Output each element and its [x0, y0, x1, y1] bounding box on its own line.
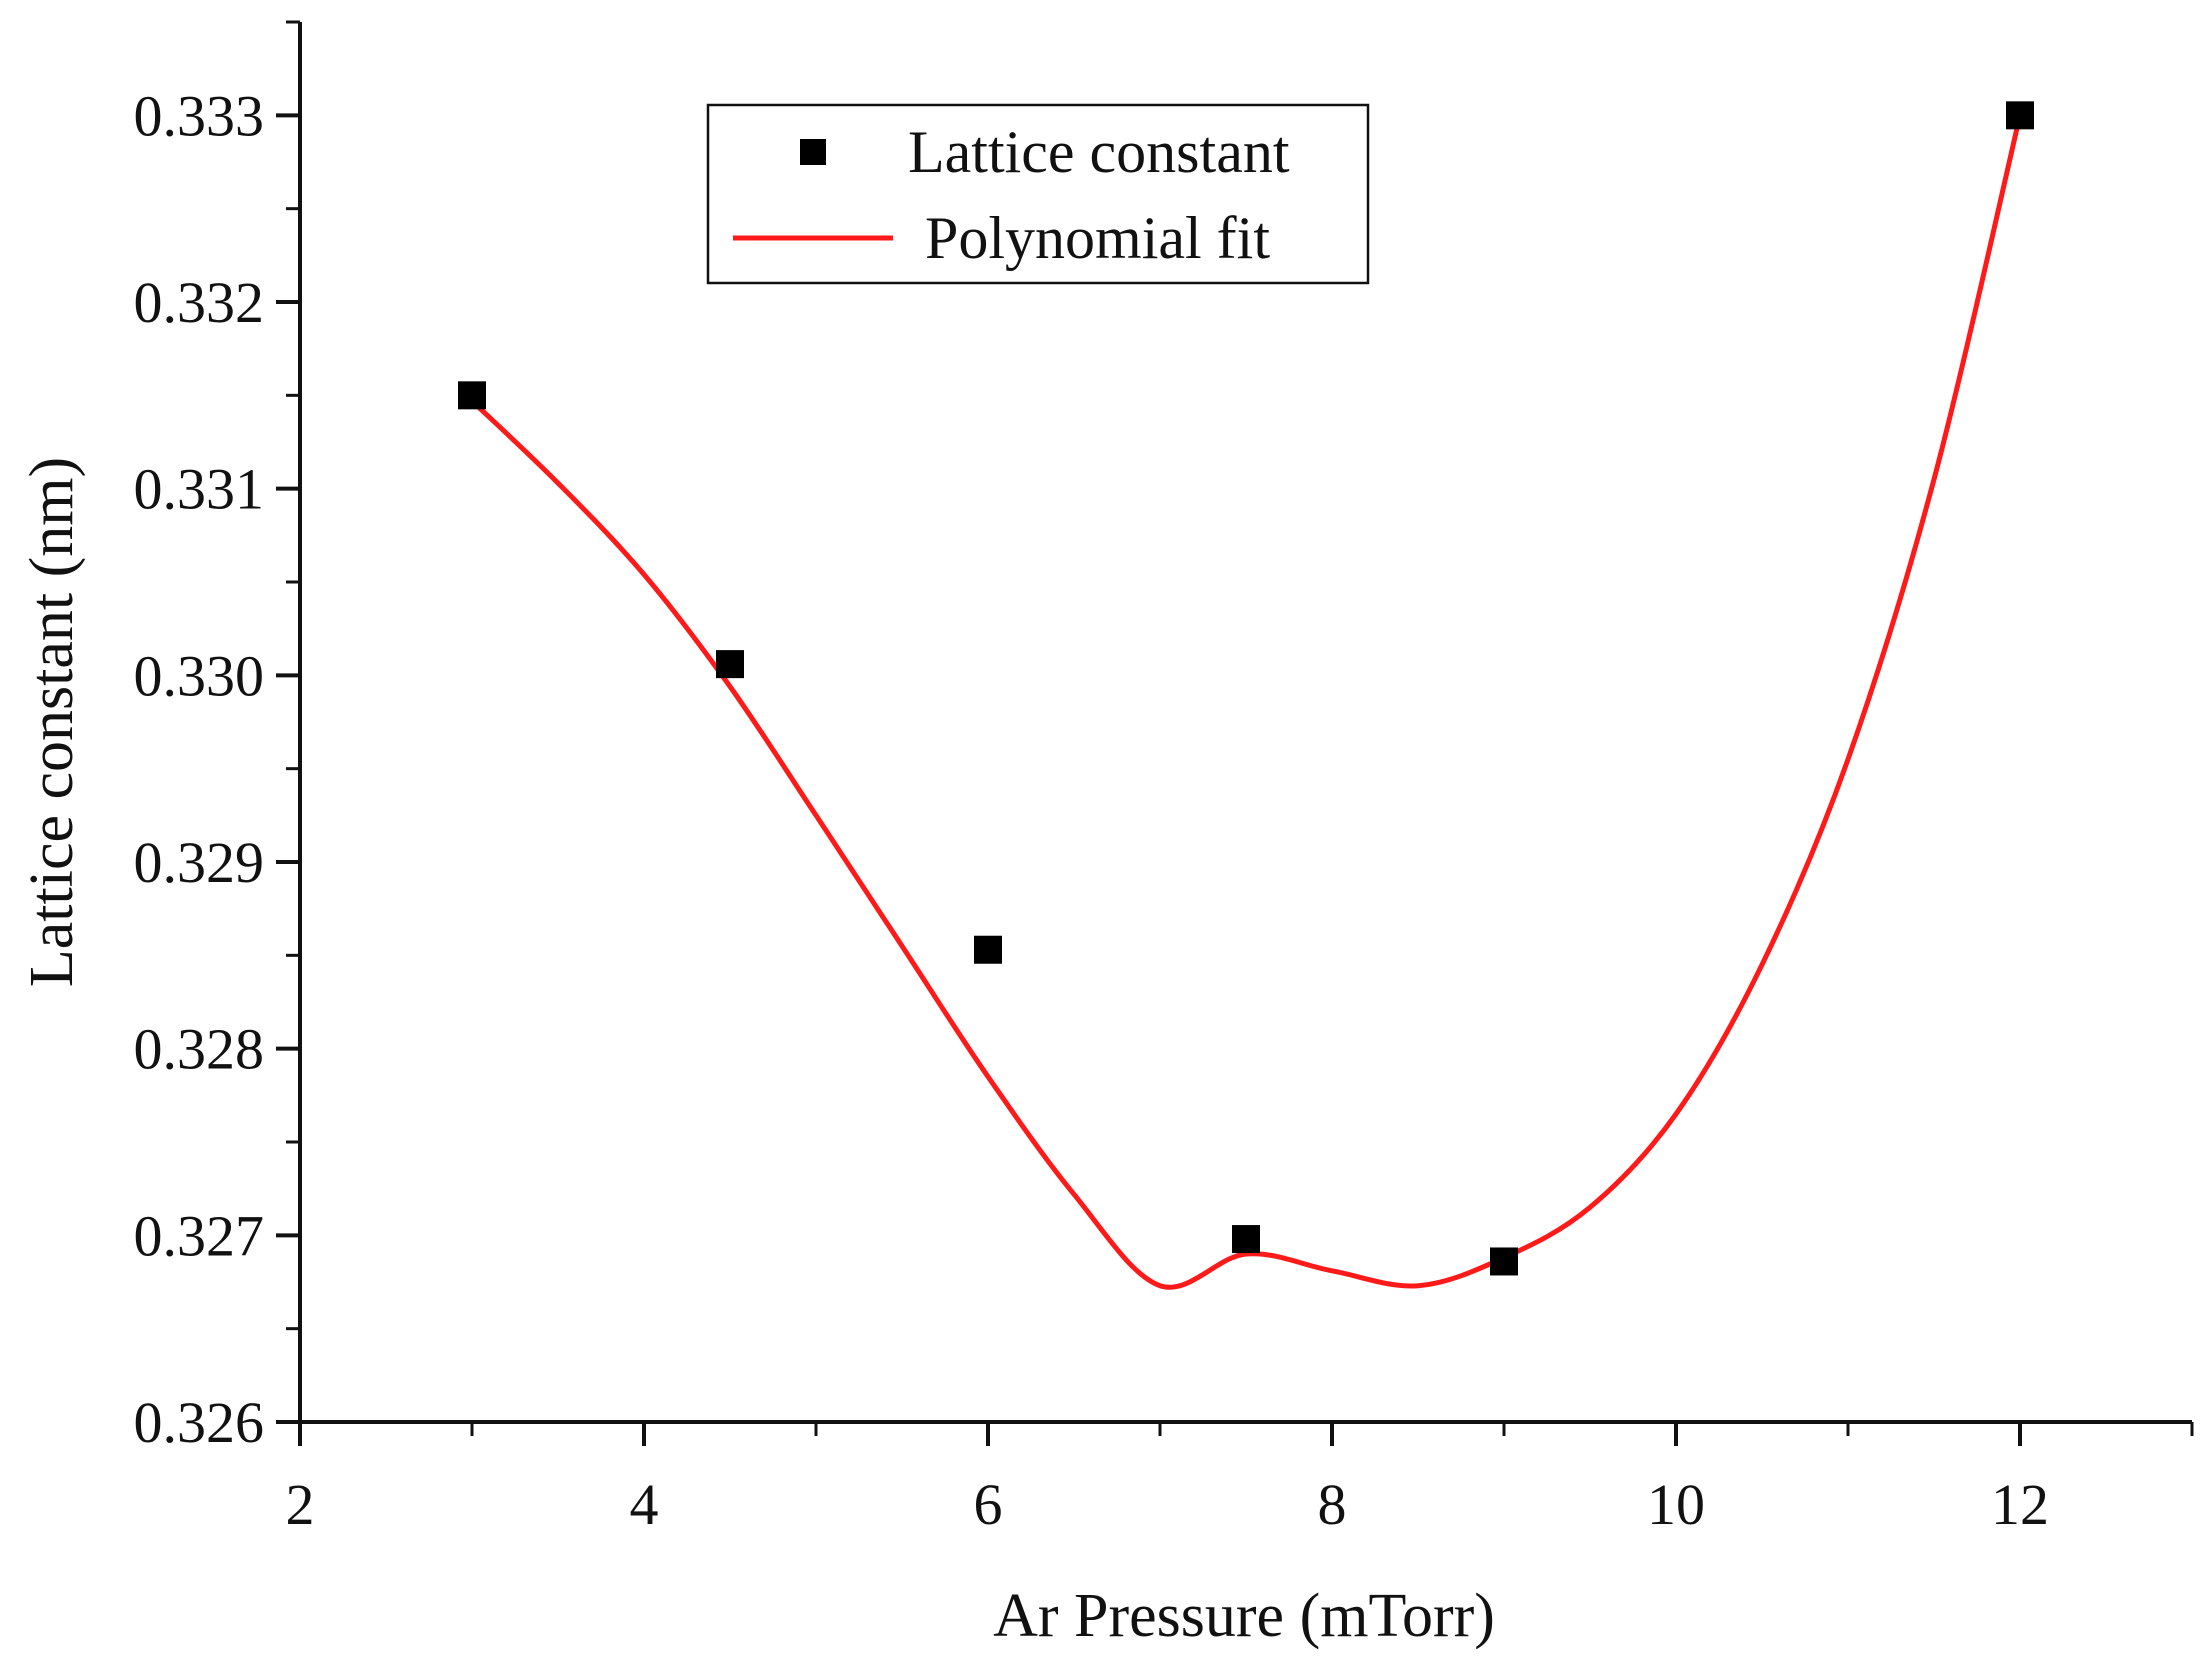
data-point — [2006, 101, 2034, 130]
legend-label-lattice-constant: Lattice constant — [908, 119, 1290, 185]
legend-box — [706, 103, 1370, 285]
x-axis-title: Ar Pressure (mTorr) — [993, 1582, 1495, 1650]
y-tick-label: 0.331 — [134, 457, 265, 522]
data-point — [974, 935, 1002, 964]
legend-square-marker — [800, 139, 826, 165]
y-tick-label: 0.333 — [134, 83, 265, 148]
y-tick-label: 0.332 — [134, 270, 265, 335]
y-tick-label: 0.326 — [134, 1390, 265, 1455]
data-point — [716, 650, 744, 679]
tick-labels: 2 4 6 8 10 12 0.326 0.327 0.328 0.329 0.330 0.331 0.… — [134, 83, 2050, 1537]
y-tick-label: 0.330 — [134, 643, 265, 708]
data-points — [458, 101, 2034, 1276]
legend: Lattice constant Polynomial fit — [706, 103, 1370, 285]
y-axis-title: Lattice constant (nm) — [18, 457, 86, 987]
x-tick-label: 4 — [630, 1472, 659, 1537]
x-tick-label: 8 — [1318, 1472, 1347, 1537]
polynomial-fit-line — [470, 114, 2023, 1290]
x-tick-label: 2 — [286, 1472, 315, 1537]
x-tick-label: 6 — [974, 1472, 1003, 1537]
x-tick-label: 10 — [1647, 1472, 1705, 1537]
data-point — [458, 381, 486, 410]
y-tick-label: 0.328 — [134, 1017, 265, 1082]
data-point — [1232, 1225, 1260, 1254]
fit-series — [470, 114, 2023, 1290]
y-tick-label: 0.327 — [134, 1203, 265, 1268]
x-tick-label: 12 — [1991, 1472, 2049, 1537]
ticks — [276, 20, 2194, 1446]
legend-label-polynomial-fit: Polynomial fit — [925, 205, 1270, 271]
data-point — [1490, 1247, 1518, 1276]
y-tick-label: 0.329 — [134, 830, 265, 895]
axes — [298, 22, 2192, 1424]
